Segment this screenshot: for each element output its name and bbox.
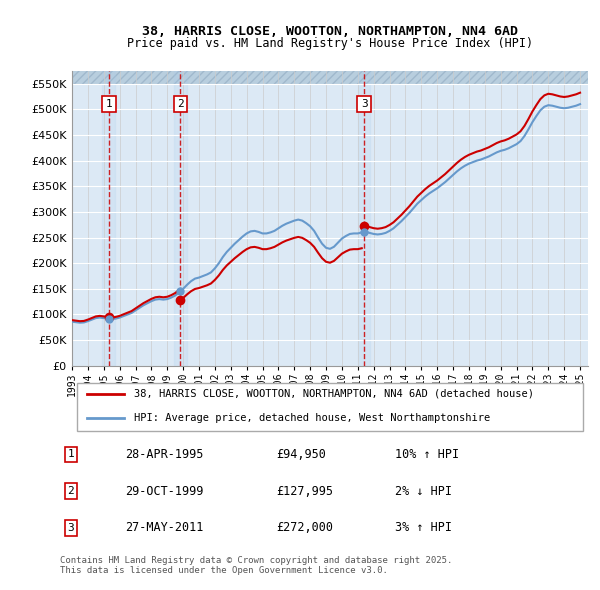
Text: 3: 3: [67, 523, 74, 533]
Text: 3% ↑ HPI: 3% ↑ HPI: [395, 522, 452, 535]
Text: Contains HM Land Registry data © Crown copyright and database right 2025.
This d: Contains HM Land Registry data © Crown c…: [60, 556, 452, 575]
Text: 29-OCT-1999: 29-OCT-1999: [125, 484, 203, 498]
Text: 1: 1: [67, 450, 74, 460]
Text: 27-MAY-2011: 27-MAY-2011: [125, 522, 203, 535]
Text: 2: 2: [177, 99, 184, 109]
Text: 38, HARRIS CLOSE, WOOTTON, NORTHAMPTON, NN4 6AD (detached house): 38, HARRIS CLOSE, WOOTTON, NORTHAMPTON, …: [134, 389, 534, 399]
Bar: [358, 71, 370, 366]
Bar: [174, 71, 187, 366]
Text: £94,950: £94,950: [276, 448, 326, 461]
Text: 1: 1: [106, 99, 112, 109]
Text: 3: 3: [361, 99, 368, 109]
Text: HPI: Average price, detached house, West Northamptonshire: HPI: Average price, detached house, West…: [134, 413, 490, 422]
Text: Price paid vs. HM Land Registry's House Price Index (HPI): Price paid vs. HM Land Registry's House …: [127, 37, 533, 50]
Text: 28-APR-1995: 28-APR-1995: [125, 448, 203, 461]
Text: 10% ↑ HPI: 10% ↑ HPI: [395, 448, 459, 461]
Text: 2: 2: [67, 486, 74, 496]
FancyBboxPatch shape: [77, 384, 583, 431]
Text: 38, HARRIS CLOSE, WOOTTON, NORTHAMPTON, NN4 6AD: 38, HARRIS CLOSE, WOOTTON, NORTHAMPTON, …: [142, 25, 518, 38]
Text: £272,000: £272,000: [276, 522, 333, 535]
Bar: [103, 71, 115, 366]
Text: 2% ↓ HPI: 2% ↓ HPI: [395, 484, 452, 498]
Text: £127,995: £127,995: [276, 484, 333, 498]
